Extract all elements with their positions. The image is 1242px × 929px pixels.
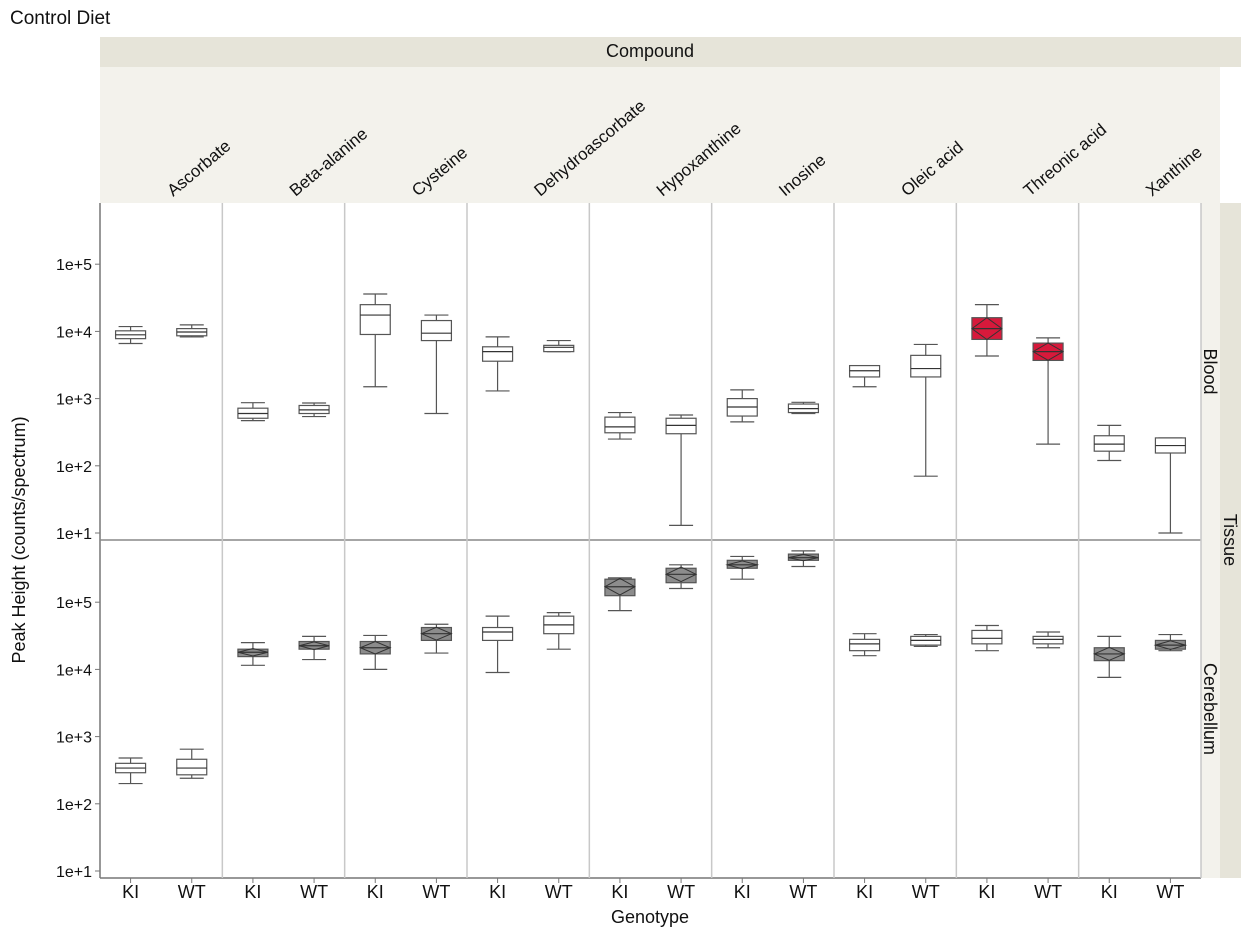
x-tick-label: KI (489, 882, 506, 902)
x-tick-label: KI (1101, 882, 1118, 902)
box-iqr (604, 578, 636, 597)
x-tick-label: WT (545, 882, 573, 902)
x-axis-title: Genotype (611, 907, 689, 927)
box-iqr (604, 416, 636, 434)
box-iqr (665, 417, 697, 435)
x-tick-label: WT (912, 882, 940, 902)
mean-diamond (420, 626, 453, 641)
mean-diamond (725, 560, 760, 570)
x-tick-label: WT (1034, 882, 1062, 902)
tissue-label: Cerebellum (1200, 663, 1220, 755)
x-tick-label: KI (856, 882, 873, 902)
y-tick-label: 1e+1 (56, 526, 92, 543)
compound-label-band (100, 67, 1220, 203)
x-tick-label: KI (734, 882, 751, 902)
box-iqr (848, 638, 881, 652)
y-tick-label: 1e+2 (56, 797, 92, 814)
compound-header-band (100, 37, 1241, 67)
compound-header-label: Compound (606, 41, 694, 61)
tissue-label-band (1201, 203, 1220, 878)
mean-diamond (298, 641, 330, 651)
x-tick-label: WT (422, 882, 450, 902)
box-iqr (1093, 435, 1125, 452)
box-iqr (481, 346, 514, 362)
y-tick-label: 1e+5 (56, 257, 92, 274)
box-iqr (481, 626, 514, 642)
x-tick-label: KI (367, 882, 384, 902)
x-tick-label: KI (978, 882, 995, 902)
box-iqr (910, 354, 942, 378)
plot-area: Ascorbate Beta-alanine Cysteine Dehydroasco… (56, 96, 1220, 902)
x-tick-label: WT (667, 882, 695, 902)
x-tick-label: WT (178, 882, 206, 902)
mean-diamond (603, 577, 636, 596)
x-tick-label: KI (611, 882, 628, 902)
mean-diamond (664, 566, 698, 583)
box-iqr (665, 567, 697, 584)
box-iqr (237, 648, 269, 658)
y-tick-label: 1e+3 (56, 730, 92, 747)
y-axis-title: Peak Height (counts/spectrum) (9, 416, 29, 663)
y-tick-label: 1e+2 (56, 459, 92, 476)
tissue-header-label: Tissue (1220, 514, 1240, 566)
x-tick-label: KI (122, 882, 139, 902)
box-iqr (176, 758, 208, 776)
y-tick-label: 1e+1 (56, 864, 92, 881)
x-tick-label: WT (1156, 882, 1184, 902)
tissue-label: Blood (1200, 348, 1220, 394)
y-tick-label: 1e+5 (56, 595, 92, 612)
y-tick-label: 1e+3 (56, 392, 92, 409)
mean-diamond (788, 554, 819, 562)
mean-diamond (358, 641, 392, 655)
mean-diamond (1032, 342, 1065, 361)
box-iqr (1032, 635, 1064, 645)
mean-diamond (971, 317, 1003, 341)
box-iqr (971, 629, 1003, 645)
x-tick-label: KI (244, 882, 261, 902)
x-tick-label: WT (300, 882, 328, 902)
mean-diamond (1092, 646, 1126, 661)
box-iqr (359, 304, 391, 336)
box-iqr (420, 319, 453, 342)
mean-diamond (237, 648, 269, 657)
chart-title: Control Diet (10, 8, 111, 29)
y-tick-label: 1e+4 (56, 324, 92, 341)
tissue-header-band (1220, 203, 1241, 878)
box-iqr (543, 344, 575, 353)
x-tick-label: WT (789, 882, 817, 902)
mean-diamond (1153, 640, 1188, 650)
y-tick-label: 1e+4 (56, 662, 92, 679)
